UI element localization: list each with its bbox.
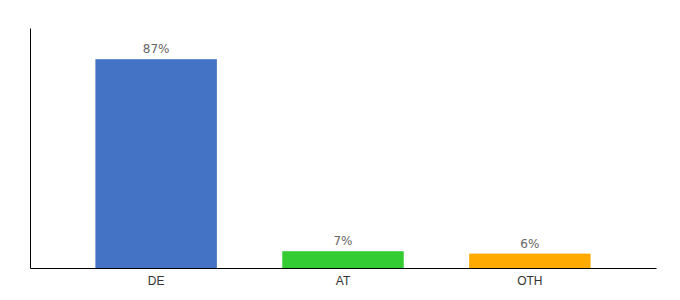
x-tick: AT — [336, 274, 351, 288]
x-axis: DE AT OTH — [31, 269, 657, 288]
data-label: 7% — [333, 234, 352, 248]
bars — [95, 59, 590, 268]
bar — [282, 251, 403, 268]
bar — [95, 59, 216, 268]
x-tick: DE — [148, 274, 165, 288]
x-axis-line — [31, 268, 657, 269]
x-tick-label: OTH — [517, 274, 542, 288]
data-label: 6% — [520, 237, 539, 251]
y-axis-line — [30, 29, 31, 269]
data-labels: 87% 7% 6% — [143, 42, 540, 250]
x-tick-label: DE — [148, 274, 165, 288]
chart: DE AT OTH 87% 7% 6% — [0, 0, 680, 300]
x-tick: OTH — [517, 274, 542, 288]
x-tick-label: AT — [336, 274, 351, 288]
bar — [469, 254, 590, 268]
plot: DE AT OTH 87% 7% 6% — [31, 29, 657, 288]
y-axis — [30, 29, 31, 269]
data-label: 87% — [143, 42, 170, 56]
